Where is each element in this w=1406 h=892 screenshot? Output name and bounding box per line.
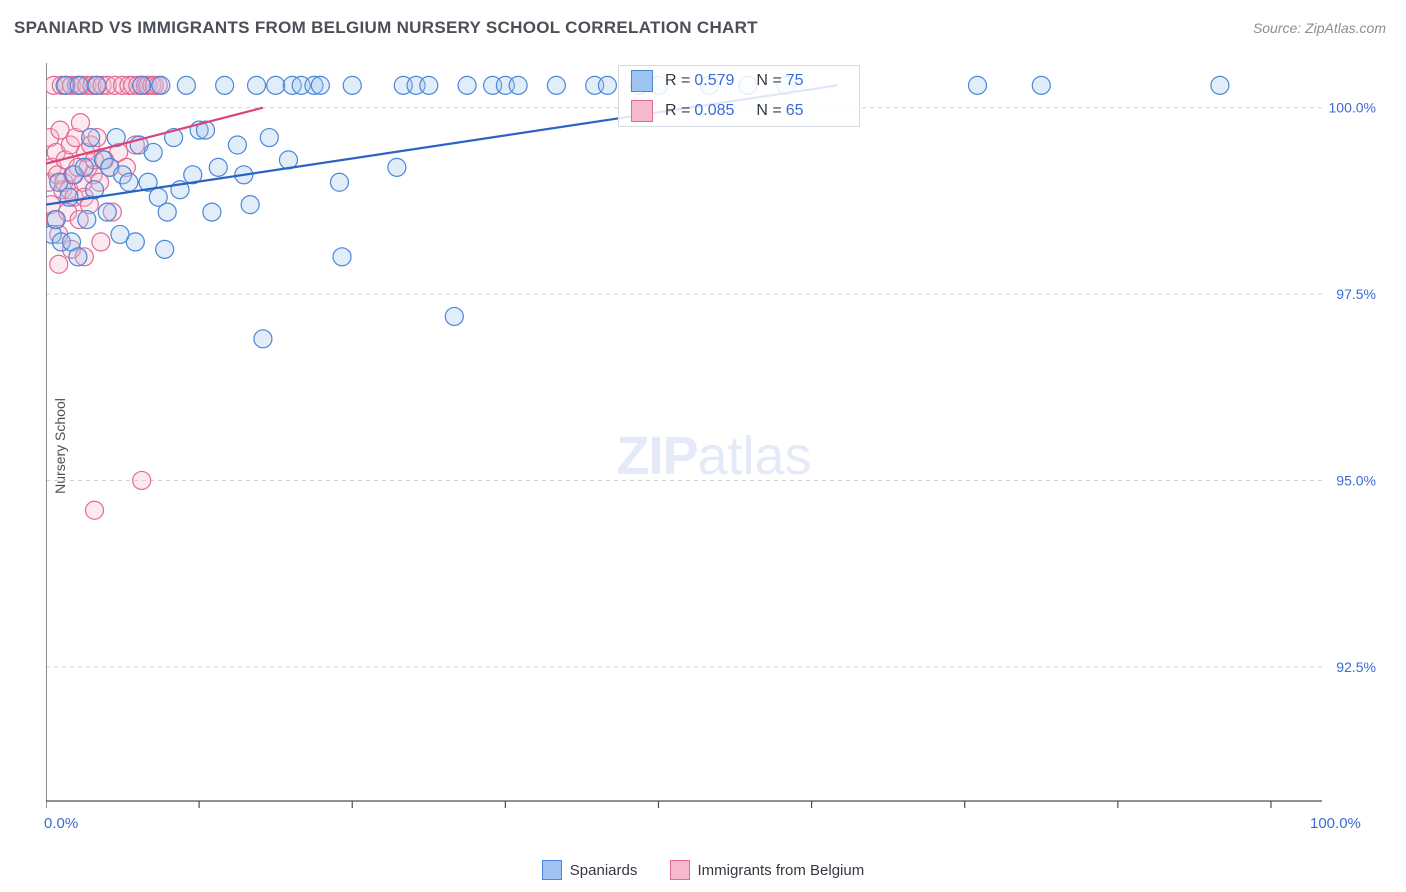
n-value-a: 75 [786,72,804,90]
chart-title: SPANIARD VS IMMIGRANTS FROM BELGIUM NURS… [14,18,758,38]
legend-label-a: Spaniards [570,862,638,879]
stats-row-b: R = 0.085 N = 65 [619,96,859,126]
legend-item-b: Immigrants from Belgium [670,860,865,880]
stats-row-a: R = 0.579 N = 75 [619,66,859,96]
n-value-b: 65 [786,102,804,120]
x-tick-label-max: 100.0% [1310,815,1361,832]
swatch-icon [670,860,690,880]
stats-legend: R = 0.579 N = 75 R = 0.085 N = 65 [618,65,860,127]
swatch-icon [631,70,653,92]
swatch-icon [542,860,562,880]
bottom-legend: Spaniards Immigrants from Belgium [0,860,1406,884]
svg-text:100.0%: 100.0% [1329,100,1376,116]
scatter-chart: 92.5% 95.0% 97.5% 100.0% [46,55,1382,825]
source-label: Source: ZipAtlas.com [1253,20,1386,36]
legend-label-b: Immigrants from Belgium [698,862,865,879]
r-label: R = [665,102,690,120]
svg-text:92.5%: 92.5% [1336,659,1376,675]
swatch-icon [631,100,653,122]
n-label: N = [756,102,781,120]
n-label: N = [756,72,781,90]
r-value-a: 0.579 [694,72,734,90]
plot-area: 92.5%95.0%97.5%100.0% ZIPatlas R = 0.579… [46,55,1382,825]
svg-text:95.0%: 95.0% [1336,472,1376,488]
r-label: R = [665,72,690,90]
legend-item-a: Spaniards [542,860,638,880]
header: SPANIARD VS IMMIGRANTS FROM BELGIUM NURS… [14,18,1386,38]
x-tick-label-min: 0.0% [44,815,78,832]
r-value-b: 0.085 [694,102,734,120]
svg-text:97.5%: 97.5% [1336,286,1376,302]
